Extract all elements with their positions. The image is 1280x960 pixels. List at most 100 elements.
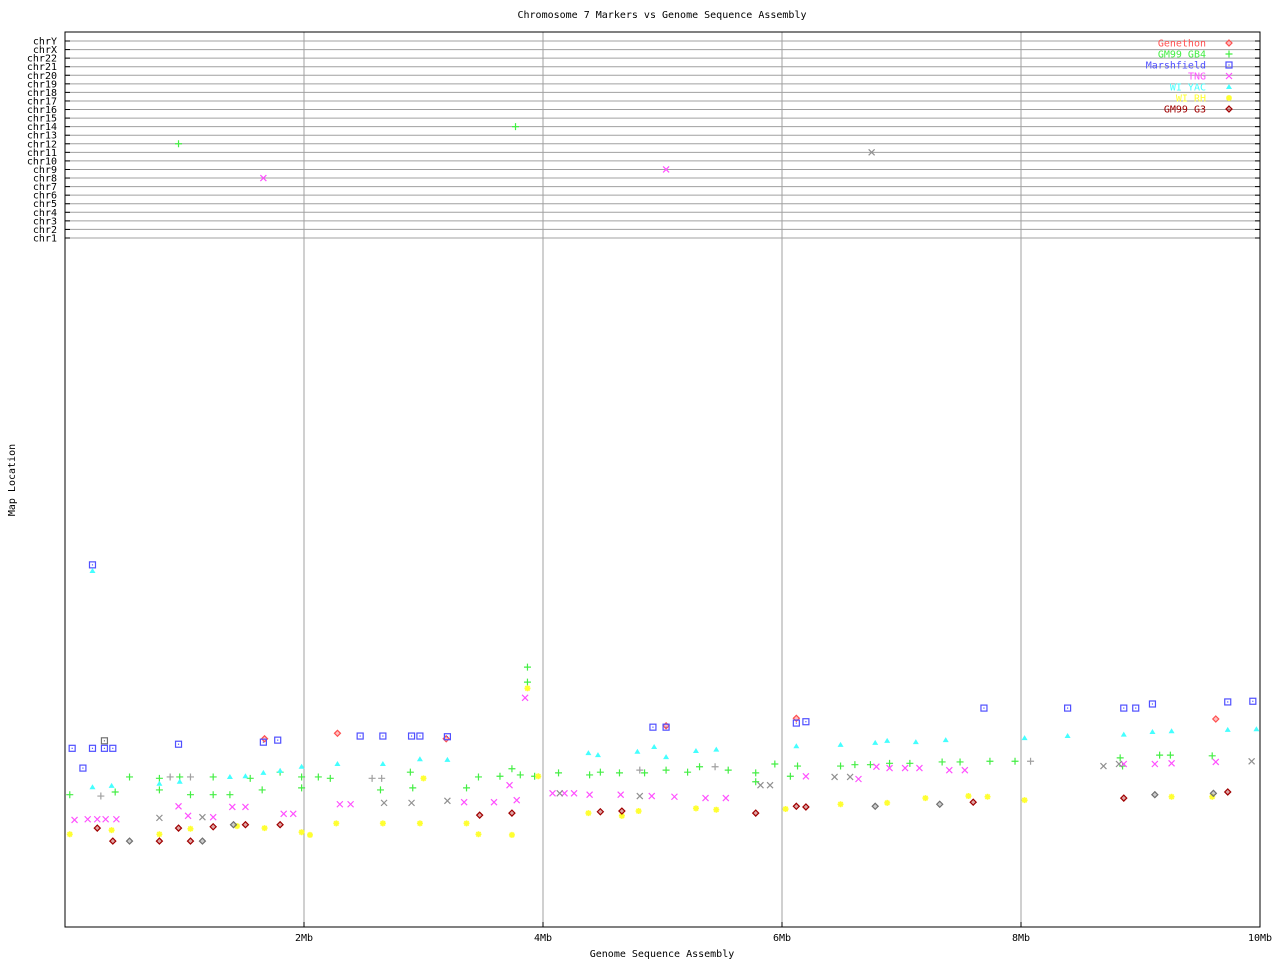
point-wi-rh xyxy=(524,685,531,692)
x-tick-label: 10Mb xyxy=(1248,933,1272,944)
plus-icon xyxy=(166,773,174,781)
plus-icon xyxy=(906,759,914,767)
plus-icon xyxy=(474,773,482,781)
point-tng xyxy=(84,815,92,823)
point-marshfield xyxy=(443,733,451,741)
point-tng xyxy=(184,812,192,820)
star-icon xyxy=(635,808,642,815)
triangle-icon xyxy=(89,567,96,573)
point-marshfield xyxy=(88,561,97,569)
point-unlabeled xyxy=(199,813,206,821)
point-unlabeled xyxy=(408,799,415,807)
triangle-icon xyxy=(884,737,891,743)
triangle-icon xyxy=(1021,735,1028,741)
point-gm99-gb4 xyxy=(866,761,874,769)
point-tng xyxy=(886,764,893,772)
plus-icon xyxy=(463,784,471,792)
y-tick-label: chr2 xyxy=(33,225,57,236)
point-wi-yac xyxy=(651,743,658,749)
x-icon xyxy=(1151,760,1159,768)
plus-icon xyxy=(378,774,386,782)
plus-icon xyxy=(126,773,134,781)
y-tick-label: chr19 xyxy=(27,79,57,90)
point-unlabeled xyxy=(1150,790,1159,799)
point-unlabeled xyxy=(757,781,764,789)
square-dot xyxy=(1067,707,1069,709)
star-icon xyxy=(187,825,194,832)
point-tng xyxy=(289,810,297,818)
point-wi-yac xyxy=(912,739,919,745)
legend-marker xyxy=(1225,72,1233,80)
diamond-icon xyxy=(935,800,944,809)
point-gm99-gb4 xyxy=(752,778,760,786)
point-wi-rh xyxy=(1021,797,1028,804)
x-icon xyxy=(945,766,953,774)
y-tick-label: chr12 xyxy=(27,139,57,150)
plus-icon xyxy=(1156,751,1164,759)
point-gm99-gb4 xyxy=(474,773,482,781)
point-gm99-gb4 xyxy=(1166,751,1174,759)
plus-icon xyxy=(155,774,163,782)
x-tick-label: 6Mb xyxy=(773,933,791,944)
legend-marker xyxy=(1226,95,1232,101)
y-tick-label: chrX xyxy=(33,45,57,56)
point-gm99-gb4 xyxy=(986,757,994,765)
y-tick-label: chr4 xyxy=(33,208,57,219)
x-icon xyxy=(490,798,498,806)
diamond-icon xyxy=(1225,105,1233,113)
diamond-icon xyxy=(198,837,207,845)
point-gm99-gb4 xyxy=(326,774,334,782)
point-wi-yac xyxy=(692,748,699,754)
point-marshfield xyxy=(407,732,416,740)
point-tng xyxy=(702,794,709,802)
triangle-icon xyxy=(1120,731,1127,737)
square-dot xyxy=(419,735,421,737)
plus-icon xyxy=(186,773,194,781)
x-icon xyxy=(662,166,670,173)
point-wi-yac xyxy=(594,752,601,758)
point-tng xyxy=(336,800,344,808)
point-tng-off-chromosome xyxy=(662,166,670,173)
plus-icon xyxy=(175,140,183,148)
point-wi-yac xyxy=(1149,728,1156,734)
point-gm99-gb4 xyxy=(906,759,914,767)
y-tick-label: chr5 xyxy=(33,199,57,210)
x-icon xyxy=(513,796,521,804)
point-gm99-g3 xyxy=(618,807,626,815)
point-tng xyxy=(506,781,513,789)
point-gm99-g3 xyxy=(802,803,810,811)
point-gm99-g3 xyxy=(475,811,484,820)
x-icon xyxy=(336,800,344,808)
x-icon xyxy=(831,773,839,781)
point-tng xyxy=(280,810,288,818)
plus-icon xyxy=(866,761,874,769)
point-gm99-g3 xyxy=(1119,794,1128,802)
square-dot xyxy=(103,747,106,749)
plus-icon xyxy=(496,772,504,780)
star-icon xyxy=(585,810,592,817)
point-tng xyxy=(855,775,862,783)
point-marshfield xyxy=(802,718,810,726)
point-gm99-gb4-off-chromosome xyxy=(512,123,520,131)
point-tng xyxy=(872,763,880,771)
point-wi-rh xyxy=(1168,793,1175,800)
point-wi-yac xyxy=(663,754,670,760)
point-genethon xyxy=(333,729,342,738)
plus-icon xyxy=(938,758,946,766)
star-icon xyxy=(618,812,625,819)
x-icon xyxy=(1168,759,1175,767)
point-tng xyxy=(802,772,810,780)
x-icon xyxy=(280,810,288,818)
point-gm99-gb4 xyxy=(886,759,894,767)
point-tng xyxy=(671,793,678,801)
point-wi-yac xyxy=(884,737,891,743)
point-unlabeled xyxy=(198,837,207,845)
square-icon xyxy=(980,704,988,712)
star-icon xyxy=(782,806,789,813)
point-gm99-gb4 xyxy=(771,760,779,768)
x-icon xyxy=(648,792,656,800)
triangle-icon xyxy=(594,752,601,758)
point-unlabeled xyxy=(229,820,238,829)
point-gm99-gb4 xyxy=(155,786,163,794)
